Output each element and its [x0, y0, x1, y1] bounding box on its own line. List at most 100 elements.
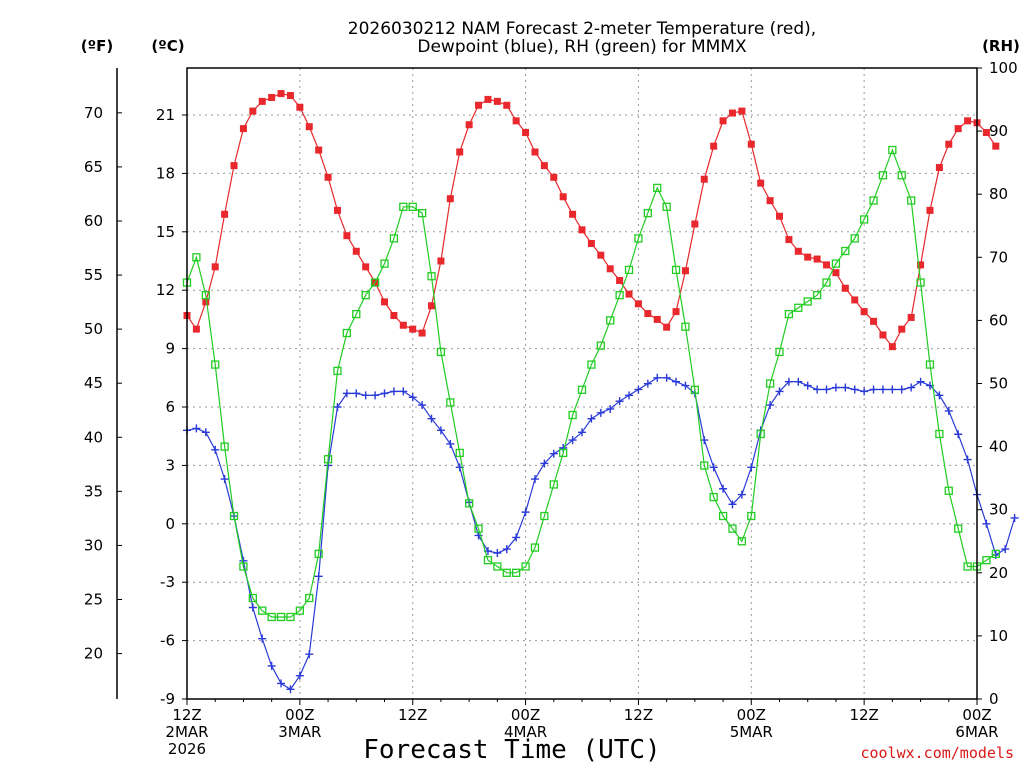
rh-point [747, 511, 756, 521]
rh-point [464, 499, 474, 508]
celsius-axis-unit: (ºC) [151, 37, 184, 55]
temperature-point [277, 90, 285, 98]
celsius-tick-label: 12 [156, 281, 175, 299]
rh-point [577, 385, 587, 394]
rh-point [935, 429, 944, 439]
rh-point [192, 253, 201, 262]
rh-point [991, 549, 1000, 559]
rh-point [615, 291, 624, 300]
rh-point [709, 492, 718, 502]
celsius-tick-label: -9 [160, 690, 175, 708]
rh-point [568, 410, 577, 420]
rh-point [718, 511, 728, 521]
rh-point [737, 537, 747, 546]
celsius-tick-label: 9 [165, 340, 175, 358]
dewpoint-point [549, 449, 558, 458]
rh-point [888, 145, 897, 155]
temperature-point [333, 206, 341, 214]
dewpoint-point [860, 387, 869, 396]
dewpoint-point [305, 650, 314, 659]
credit-text: coolwx.com/models [860, 744, 1014, 762]
temperature-point [390, 312, 398, 320]
temperature-point [324, 173, 332, 181]
dewpoint-point [314, 572, 323, 581]
x-tick-label: 3MAR [278, 723, 321, 741]
temperature-point [992, 142, 1000, 150]
temperature-point [418, 329, 426, 337]
rh-point [954, 524, 963, 533]
dewpoint-point [1001, 545, 1010, 554]
dewpoint-point [436, 426, 445, 435]
rh-point [690, 385, 700, 394]
temperature-point [475, 101, 483, 109]
temperature-point [747, 140, 755, 148]
dewpoint-point [389, 387, 398, 396]
temperature-point [917, 261, 925, 269]
temperature-point [606, 265, 614, 273]
x-tick-label: 6MAR [955, 723, 998, 741]
dewpoint-point [258, 634, 267, 643]
temperature-point [597, 251, 605, 259]
dewpoint-point [474, 531, 483, 540]
rh-point [239, 562, 248, 571]
fahrenheit-tick-label: 40 [84, 428, 103, 446]
celsius-tick-label: -6 [160, 632, 175, 650]
temperature-point [569, 210, 577, 218]
rh-point [455, 448, 464, 458]
x-tick-label: 2026 [168, 740, 206, 758]
rh-point [530, 543, 540, 552]
rh-point [963, 562, 972, 571]
dewpoint-point [333, 403, 342, 411]
fahrenheit-tick-label: 65 [84, 158, 103, 176]
temperature-point [381, 298, 388, 306]
rh-point [502, 568, 511, 577]
rh-point [925, 360, 935, 369]
temperature-point [907, 313, 915, 321]
dewpoint-point [841, 383, 850, 392]
rh-point [662, 202, 671, 211]
x-tick-label: 00Z [511, 706, 540, 724]
dewpoint-point [935, 391, 944, 400]
temperature-point [935, 164, 943, 172]
x-axis-label: Forecast Time (UTC) [363, 735, 660, 765]
temperature-point [982, 129, 990, 137]
dewpoint-point [625, 391, 634, 400]
celsius-tick-label: 15 [156, 223, 175, 241]
celsius-tick-label: 21 [156, 106, 175, 124]
temperature-point [296, 103, 304, 111]
rh-point [587, 360, 596, 369]
rh-point [907, 196, 916, 205]
chart-title: 2026030212 NAM Forecast 2-meter Temperat… [348, 19, 816, 57]
temperature-point [211, 263, 219, 271]
x-tick-label: 12Z [398, 706, 427, 724]
rh-point [540, 511, 549, 521]
rh-point [831, 259, 841, 268]
dewpoint-point [662, 373, 671, 382]
dewpoint-point [540, 459, 549, 468]
temperature-point [531, 148, 539, 156]
rh-tick-label: 50 [989, 375, 1008, 393]
dewpoint-point [634, 385, 643, 394]
temperature-point [409, 325, 417, 333]
temperature-point [616, 276, 624, 284]
dewpoint-point [248, 603, 257, 612]
fahrenheit-tick-label: 70 [84, 104, 103, 122]
dewpoint-point [512, 533, 521, 542]
rh-point [756, 429, 765, 439]
dewpoint-point [813, 385, 822, 394]
temperature-point [230, 162, 238, 170]
rh-point [624, 265, 634, 275]
temperature-point [851, 296, 859, 304]
rh-point [483, 556, 493, 565]
rh-point [276, 612, 286, 622]
rh-tick-label: 0 [989, 690, 999, 708]
dewpoint-point [352, 389, 361, 398]
rh-point [700, 461, 709, 470]
rh-point [229, 511, 239, 521]
rh-point [643, 208, 652, 218]
dewpoint-point [606, 404, 615, 413]
dewpoint-point [286, 685, 295, 694]
fahrenheit-axis-unit: (ºF) [81, 37, 113, 55]
temperature-point [221, 210, 229, 218]
rh-tick-label: 40 [989, 438, 1008, 456]
